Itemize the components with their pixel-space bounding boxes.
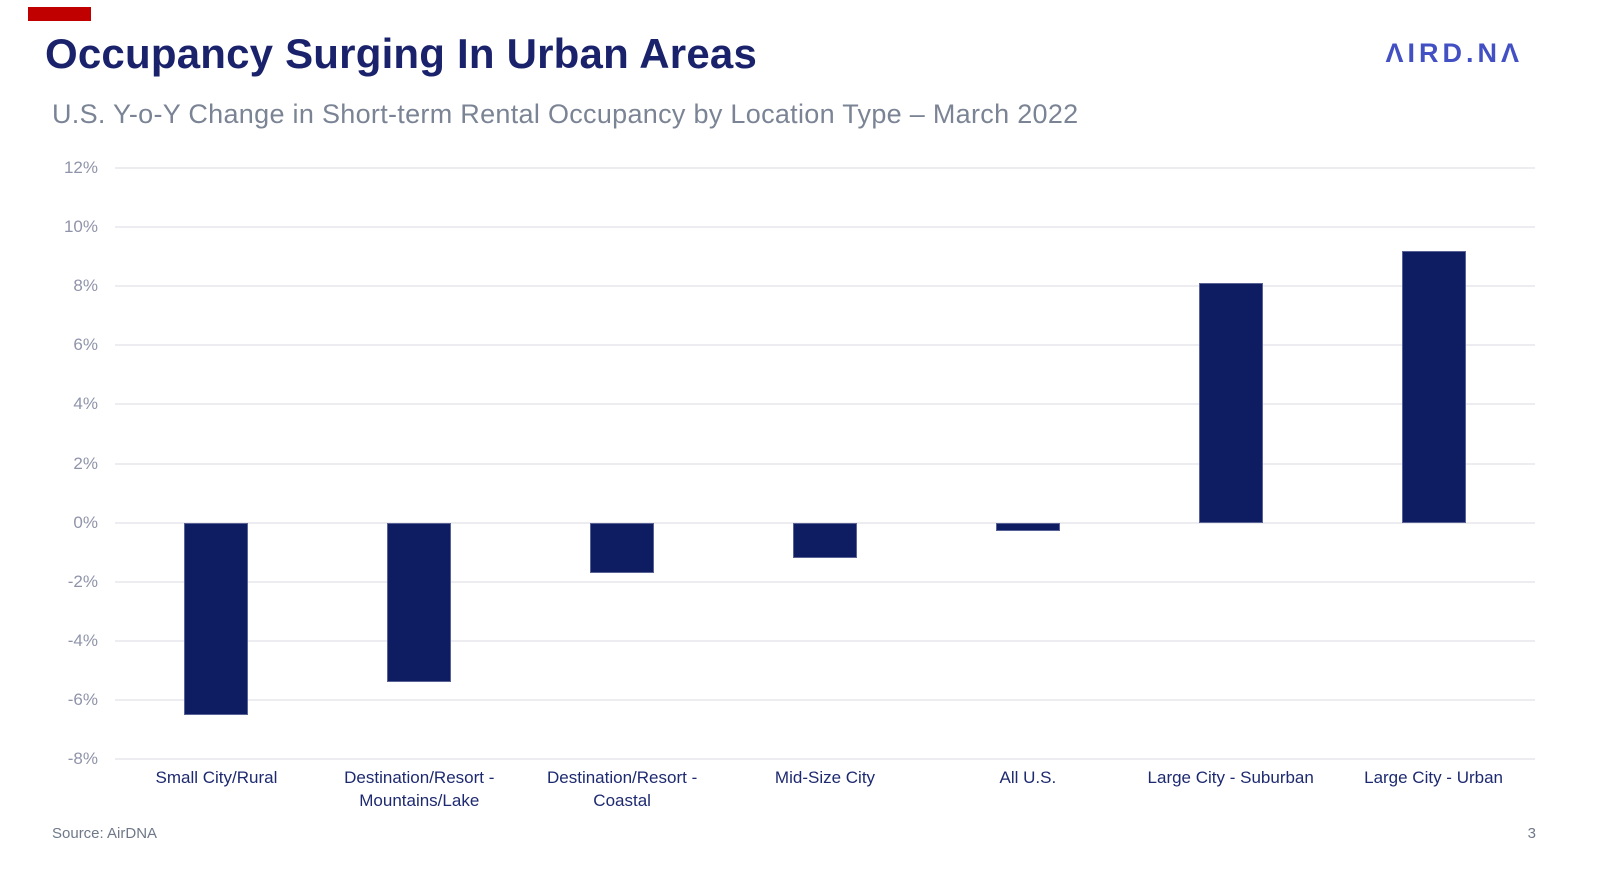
plot-area (115, 167, 1535, 760)
chart-subtitle: U.S. Y-o-Y Change in Short-term Rental O… (52, 99, 1079, 129)
y-tick-label: 0% (73, 512, 98, 532)
category-label: Destination/Resort - Mountains/Lake (344, 768, 495, 810)
gridline (115, 167, 1535, 169)
y-tick-label: -6% (67, 689, 98, 709)
gridline (115, 758, 1535, 760)
gridline (115, 403, 1535, 406)
gridline (115, 462, 1535, 465)
y-tick-label: 12% (63, 158, 98, 177)
y-tick-label: 10% (63, 217, 98, 237)
category-label: Small City/Rural (155, 768, 278, 787)
category-label: Mid-Size City (774, 768, 876, 787)
gridline (115, 226, 1535, 229)
bar-small-city-rural (184, 522, 249, 715)
category-label: Large City - Urban (1364, 768, 1503, 787)
category-label: Large City - Suburban (1147, 768, 1314, 787)
bar-all-u-s (995, 522, 1060, 532)
airdna-logo: ΛIRD.NΛ (1385, 38, 1523, 68)
y-tick-label: 4% (73, 394, 98, 414)
page-title: Occupancy Surging In Urban Areas (45, 30, 758, 77)
y-tick-label: 8% (73, 276, 98, 296)
y-axis: 12% 10% 8% 6% 4% 2% 0% -2% -4% -6% -8% (0, 158, 98, 768)
bar-destination-resort-coastal (590, 522, 655, 573)
bar-large-city-urban (1401, 250, 1466, 523)
page-number: 3 (1527, 825, 1536, 842)
y-tick-label: -4% (67, 630, 98, 650)
gridline (115, 639, 1535, 642)
bar-destination-resort-mountains-lake (387, 522, 452, 683)
source-note: Source: AirDNA (52, 825, 158, 842)
gridline (115, 580, 1535, 583)
y-tick-label: -2% (67, 571, 98, 591)
bar-mid-size-city (793, 522, 857, 559)
red-accent-bar (28, 7, 91, 21)
category-label: All U.S. (999, 768, 1057, 787)
bar-large-city-suburban (1198, 283, 1263, 523)
y-tick-label: 2% (73, 453, 98, 473)
category-label: Destination/Resort - Coastal (547, 768, 698, 810)
gridline (115, 698, 1535, 701)
gridline (115, 285, 1535, 288)
y-tick-label: -8% (67, 749, 98, 768)
gridline (115, 344, 1535, 347)
y-tick-label: 6% (73, 335, 98, 355)
